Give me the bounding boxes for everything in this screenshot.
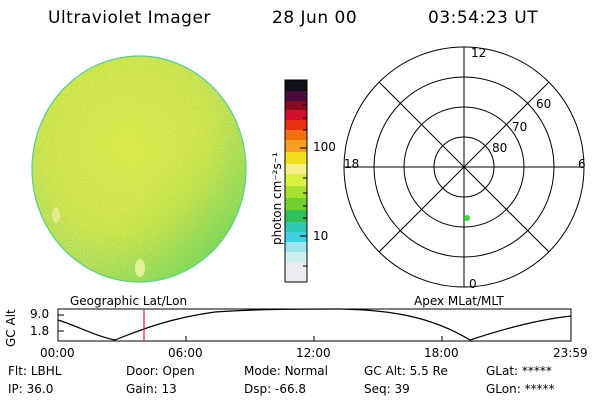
- altitude-xtick-0000: 00:00: [40, 346, 75, 360]
- info-gc-alt-value: 5.5 Re: [409, 364, 448, 378]
- info-gc-alt: GC Alt: 5.5 Re: [364, 364, 448, 378]
- colorbar: [284, 79, 308, 283]
- altitude-ytick-high: 9.0: [30, 307, 50, 321]
- altitude-xtick-1200: 12:00: [296, 346, 331, 360]
- info-flt-value: LBHL: [30, 364, 62, 378]
- info-glat-value: *****: [521, 364, 552, 378]
- polar-plot: [343, 46, 585, 288]
- info-gain: Gain: 13: [126, 382, 177, 396]
- polar-hour-18: 18: [344, 157, 360, 171]
- satellite-footprint-marker: [464, 215, 470, 221]
- colorbar-tick-100: 100: [313, 140, 336, 154]
- image-caption: Geographic Lat/Lon: [70, 294, 188, 308]
- colorbar-unit-label: photon cm⁻²s⁻¹: [270, 152, 284, 245]
- info-flt: Flt: LBHL: [8, 364, 61, 378]
- info-door-label: Door:: [126, 364, 159, 378]
- info-glon-value: *****: [524, 382, 555, 396]
- info-gain-label: Gain:: [126, 382, 158, 396]
- info-flt-label: Flt:: [8, 364, 27, 378]
- uv-image-disk: [31, 55, 247, 283]
- altitude-ylabel: GC Alt: [4, 309, 18, 347]
- altitude-xtick-0600: 06:00: [168, 346, 203, 360]
- info-mode: Mode: Normal: [244, 364, 328, 378]
- info-ip-label: IP:: [8, 382, 23, 396]
- polar-caption: Apex MLat/MLT: [414, 294, 504, 308]
- info-glon: GLon: *****: [486, 382, 555, 396]
- info-ip-value: 36.0: [26, 382, 54, 396]
- info-mode-value: Normal: [284, 364, 328, 378]
- info-glon-label: GLon:: [486, 382, 521, 396]
- info-dsp-label: Dsp:: [244, 382, 272, 396]
- polar-lat-70: 70: [512, 120, 528, 134]
- colorbar-tick-10: 10: [313, 229, 329, 243]
- polar-hour-0: 0: [469, 277, 477, 291]
- info-gc-alt-label: GC Alt:: [364, 364, 406, 378]
- polar-lat-80: 80: [492, 141, 508, 155]
- info-mode-label: Mode:: [244, 364, 281, 378]
- info-gain-value: 13: [161, 382, 177, 396]
- info-ip: IP: 36.0: [8, 382, 53, 396]
- info-dsp-value: -66.8: [274, 382, 307, 396]
- info-door-value: Open: [162, 364, 195, 378]
- info-glat-label: GLat:: [486, 364, 519, 378]
- date-label: 28 Jun 00: [272, 8, 358, 28]
- info-dsp: Dsp: -66.8: [244, 382, 306, 396]
- altitude-xtick-2359: 23:59: [553, 346, 588, 360]
- altitude-ytick-low: 1.8: [30, 324, 50, 338]
- info-seq-label: Seq:: [364, 382, 391, 396]
- polar-hour-12: 12: [471, 46, 487, 60]
- info-seq-value: 39: [394, 382, 410, 396]
- time-label: 03:54:23 UT: [428, 8, 539, 28]
- instrument-title: Ultraviolet Imager: [48, 8, 211, 28]
- altitude-xtick-1800: 18:00: [424, 346, 459, 360]
- altitude-curve: [57, 308, 572, 341]
- info-glat: GLat: *****: [486, 364, 552, 378]
- polar-hour-6: 6: [578, 157, 586, 171]
- info-seq: Seq: 39: [364, 382, 410, 396]
- polar-lat-60: 60: [536, 97, 552, 111]
- info-door: Door: Open: [126, 364, 195, 378]
- altitude-plot: [57, 308, 572, 342]
